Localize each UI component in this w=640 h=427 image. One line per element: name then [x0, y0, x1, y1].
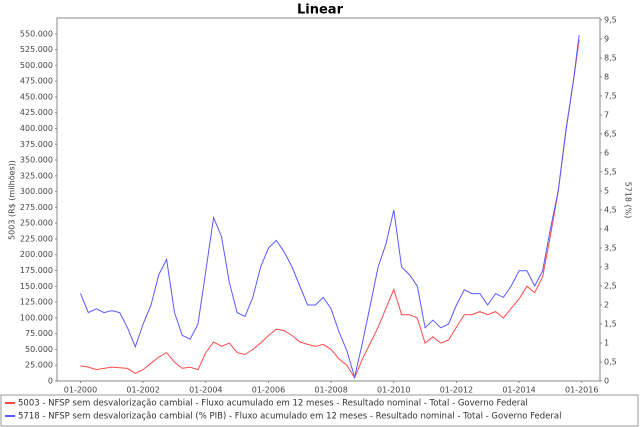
y-tick-label: 250.000 [20, 219, 53, 228]
y2-axis-label: 5718 (%) [624, 182, 633, 219]
y-tick-label: 175.000 [20, 266, 53, 275]
x-tick-label: 01-2016 [565, 386, 598, 395]
y-axis-label: 5003 (R$ (milhões)) [8, 160, 17, 240]
y2-tick-label: 6,5 [604, 129, 617, 138]
y2-tick-label: 5 [604, 186, 609, 195]
y-tick-label: 25.000 [25, 361, 53, 370]
y-tick-label: 50.000 [25, 345, 53, 354]
x-tick-label: 01-2012 [440, 386, 473, 395]
y2-tick-label: 2,5 [604, 281, 617, 290]
y2-tick-label: 0,5 [604, 357, 617, 366]
y2-tick-label: 8 [604, 72, 609, 81]
y-tick-label: 200.000 [20, 250, 53, 259]
y-tick-label: 450.000 [20, 92, 53, 101]
legend-label: 5003 - NFSP sem desvalorização cambial -… [18, 399, 528, 409]
y2-tick-label: 5,5 [604, 167, 617, 176]
y-tick-label: 150.000 [20, 282, 53, 291]
x-tick-label: 01-2000 [64, 386, 97, 395]
legend-box [0, 394, 639, 427]
x-tick-label: 01-2008 [314, 386, 347, 395]
y2-tick-label: 9 [604, 34, 609, 43]
y-tick-label: 0 [48, 377, 53, 386]
y2-tick-label: 9,5 [604, 15, 617, 24]
y-tick-label: 400.000 [20, 124, 53, 133]
y-tick-label: 275.000 [20, 203, 53, 212]
x-tick-label: 01-2014 [502, 386, 535, 395]
y2-tick-label: 7,5 [604, 91, 617, 100]
x-tick-label: 01-2010 [377, 386, 410, 395]
y2-tick-label: 6 [604, 148, 609, 157]
x-tick-label: 01-2004 [189, 386, 222, 395]
y2-tick-label: 2 [604, 300, 609, 309]
y-tick-label: 300.000 [20, 187, 53, 196]
y2-tick-label: 7 [604, 110, 609, 119]
y-tick-label: 475.000 [20, 77, 53, 86]
y2-tick-label: 4 [604, 224, 609, 233]
x-tick-label: 01-2002 [126, 386, 159, 395]
y2-tick-label: 8,5 [604, 53, 617, 62]
y-tick-label: 500.000 [20, 61, 53, 70]
y2-tick-label: 3 [604, 262, 609, 271]
y-tick-label: 325.000 [20, 171, 53, 180]
plot-frame [56, 17, 601, 382]
y2-tick-label: 1 [604, 338, 609, 347]
y2-tick-label: 3,5 [604, 243, 617, 252]
y2-tick-label: 4,5 [604, 205, 617, 214]
y2-tick-label: 0 [604, 377, 609, 386]
series-line [80, 40, 580, 379]
y-tick-label: 350.000 [20, 156, 53, 165]
legend-label: 5718 - NFSP sem desvalorização cambial (… [18, 412, 561, 422]
y-tick-label: 425.000 [20, 108, 53, 117]
series-line [80, 35, 580, 380]
y-tick-label: 75.000 [25, 329, 53, 338]
y-tick-label: 550.000 [20, 29, 53, 38]
y-tick-label: 100.000 [20, 313, 53, 322]
y-tick-label: 525.000 [20, 45, 53, 54]
chart-title: Linear [297, 3, 344, 18]
x-tick-label: 01-2006 [252, 386, 285, 395]
y2-tick-label: 1,5 [604, 319, 617, 328]
y-tick-label: 225.000 [20, 234, 53, 243]
y-tick-label: 375.000 [20, 140, 53, 149]
y-tick-label: 125.000 [20, 298, 53, 307]
